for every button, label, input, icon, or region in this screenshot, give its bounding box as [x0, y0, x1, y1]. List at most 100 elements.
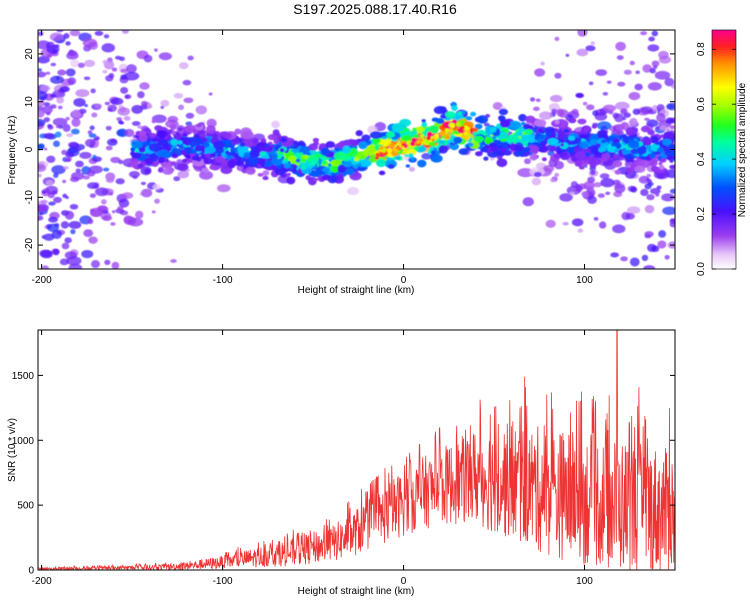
heatmap-cell: [51, 229, 62, 240]
heatmap-peak-cell: [393, 148, 398, 153]
heatmap-cell: [87, 130, 93, 135]
heatmap-ridge-cell: [177, 126, 183, 132]
heatmap-cell: [585, 45, 596, 52]
heatmap-cell: [65, 68, 76, 77]
heatmap-cell: [605, 191, 611, 196]
heatmap-cell: [70, 59, 80, 68]
heatmap-cell: [554, 72, 562, 79]
heatmap-y-tick-label: 10: [24, 96, 35, 108]
snr-x-tick-label: 0: [401, 576, 407, 587]
heatmap-cell: [38, 31, 44, 37]
heatmap-ridge-cell: [349, 147, 359, 157]
heatmap-ridge-cell: [648, 158, 658, 167]
heatmap-peak-cell: [426, 135, 431, 141]
heatmap-ridge-cell: [601, 139, 607, 144]
heatmap-ridge-cell: [225, 150, 230, 155]
heatmap-cell: [554, 36, 560, 41]
heatmap-ridge-cell: [421, 121, 428, 128]
heatmap-ridge-cell: [171, 153, 179, 159]
heatmap-ridge-cell: [591, 124, 598, 129]
heatmap-cell: [70, 229, 76, 235]
heatmap-cell: [108, 192, 114, 196]
heatmap-ridge-cell: [338, 140, 348, 148]
heatmap-ridge-cell: [630, 163, 636, 169]
heatmap-cell: [583, 181, 595, 191]
heatmap-ridge-cell: [475, 151, 483, 157]
heatmap-cell: [53, 140, 60, 148]
heatmap-x-label: Height of straight line (km): [298, 285, 415, 296]
heatmap-cell: [615, 41, 626, 51]
heatmap-cell: [101, 199, 107, 205]
heatmap-cell: [602, 104, 616, 113]
colorbar-frame: [711, 29, 737, 270]
heatmap-ridge-cell: [151, 119, 156, 124]
heatmap-cell: [89, 125, 95, 131]
heatmap-ridge-cell: [239, 142, 246, 147]
heatmap-ridge-cell: [322, 166, 330, 173]
heatmap-ridge-cell: [298, 161, 304, 166]
heatmap-cell: [83, 76, 91, 81]
heatmap-ridge-cell: [158, 149, 170, 158]
heatmap-y-ticks: -20 -10 0 10 20: [24, 48, 675, 252]
heatmap-cell: [208, 92, 213, 96]
heatmap-ridge-cell: [534, 119, 547, 127]
heatmap-ridge-cell: [142, 141, 148, 146]
heatmap-cell: [664, 77, 675, 87]
heatmap-cell: [45, 71, 51, 75]
heatmap-ridge-cell: [330, 164, 340, 173]
heatmap-cell: [611, 169, 616, 173]
colorbar-tick-label: 0.4: [696, 152, 707, 166]
heatmap-peak-cell: [431, 138, 435, 142]
heatmap-ridge-cell: [203, 157, 214, 165]
heatmap-ridge-cell: [321, 161, 328, 165]
heatmap-cell: [44, 147, 48, 151]
heatmap-ridge-cell: [309, 149, 317, 156]
heatmap-cell: [49, 93, 57, 98]
heatmap-ridge-cell: [669, 164, 675, 170]
heatmap-ridge-cell: [417, 159, 427, 168]
heatmap-cell: [140, 100, 148, 107]
heatmap-ridge-cell: [161, 140, 167, 145]
heatmap-cell: [66, 256, 82, 266]
heatmap-ridge-cell: [635, 146, 647, 155]
heatmap-cell: [183, 97, 194, 104]
heatmap-ridge-cell: [629, 117, 638, 126]
heatmap-cell: [551, 108, 557, 115]
heatmap-cell: [577, 30, 588, 37]
heatmap-cell: [40, 85, 51, 92]
heatmap-cell: [123, 71, 140, 81]
heatmap-cell: [565, 53, 570, 57]
heatmap-ridge-cell: [137, 163, 143, 169]
heatmap-cell: [124, 94, 132, 100]
heatmap-cell: [649, 68, 656, 74]
heatmap-cell: [47, 223, 60, 232]
heatmap-peak-cell: [406, 140, 411, 146]
heatmap-cell: [69, 203, 79, 210]
heatmap-ridge-cell: [643, 137, 652, 145]
colorbar-tick-label: 0.8: [696, 42, 707, 56]
heatmap-cell: [610, 252, 620, 258]
heatmap-ridge-cell: [578, 141, 589, 148]
heatmap-ridge-cell: [563, 128, 570, 134]
heatmap-cell: [577, 228, 584, 233]
heatmap-cell: [590, 169, 596, 175]
heatmap-cell: [649, 188, 661, 195]
heatmap-cell: [64, 210, 75, 220]
heatmap-ridge-cell: [138, 147, 146, 153]
heatmap-ridge-cell: [613, 154, 620, 159]
heatmap-ridge-cell: [381, 136, 387, 140]
heatmap-cell: [46, 41, 55, 50]
heatmap-cell: [646, 194, 655, 201]
heatmap-ridge-cell: [621, 148, 630, 155]
heatmap-ridge-cell: [539, 140, 547, 147]
heatmap-cell: [597, 193, 605, 198]
heatmap-ridge-cell: [409, 156, 416, 161]
heatmap-ridge-cell: [666, 128, 670, 132]
heatmap-ridge-cell: [560, 143, 564, 147]
heatmap-cell: [68, 146, 79, 154]
heatmap-cell: [492, 102, 503, 110]
heatmap-cell: [62, 124, 71, 132]
heatmap-ridge-cell: [139, 130, 146, 136]
heatmap-ridge-cell: [364, 147, 377, 156]
heatmap-ridge-cell: [148, 143, 162, 152]
